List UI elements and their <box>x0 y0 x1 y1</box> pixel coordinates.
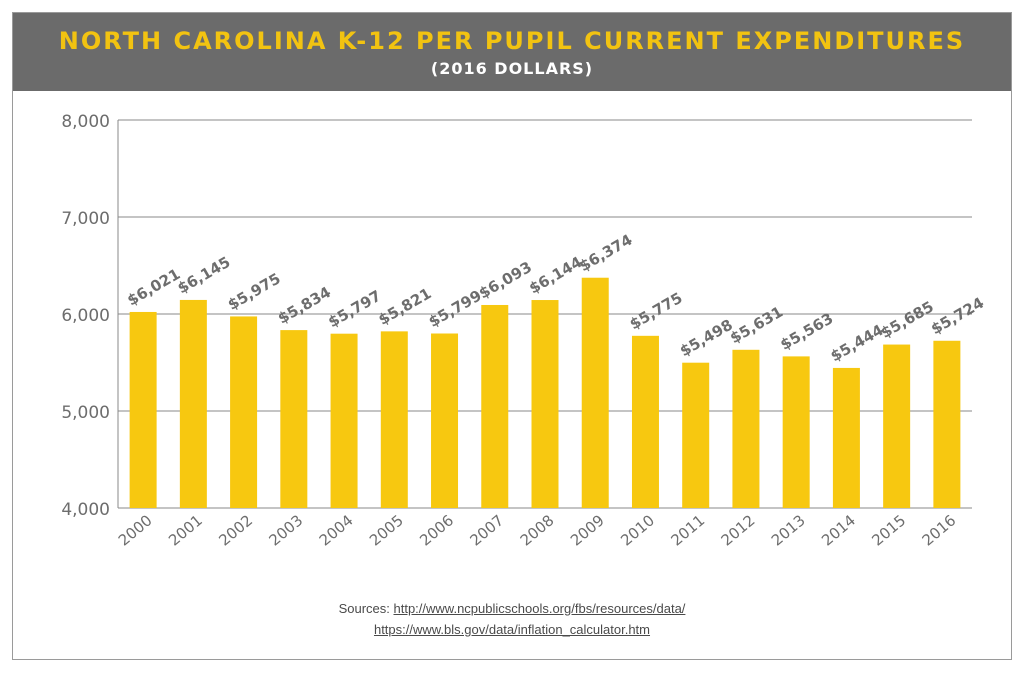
bar <box>280 330 308 508</box>
x-tick-label: 2000 <box>115 511 156 549</box>
bar <box>782 356 810 508</box>
sources-line-2: https://www.bls.gov/data/inflation_calcu… <box>0 622 1024 637</box>
bar <box>732 349 760 508</box>
x-tick-label: 2009 <box>567 511 608 549</box>
y-tick-label: 6,000 <box>61 306 110 326</box>
y-tick-label: 5,000 <box>61 403 110 423</box>
bar <box>631 335 659 508</box>
data-label: $5,821 <box>375 284 434 329</box>
bar <box>832 367 860 508</box>
x-tick-label: 2011 <box>667 511 708 549</box>
sources-prefix: Sources: <box>338 601 394 616</box>
x-tick-label: 2002 <box>215 511 256 549</box>
x-tick-label: 2001 <box>165 511 206 549</box>
data-label: $5,775 <box>626 289 685 334</box>
y-tick-label: 7,000 <box>61 209 110 229</box>
data-label: $6,093 <box>476 258 535 303</box>
bar-chart: 4,000 5,000 6,000 7,000 8,000 $6,021 2000 $6,14… <box>61 112 987 550</box>
data-label: $5,724 <box>928 294 987 339</box>
source-link-bls[interactable]: https://www.bls.gov/data/inflation_calcu… <box>373 622 651 637</box>
bar <box>431 333 459 508</box>
bar <box>230 316 258 508</box>
data-label: $5,834 <box>275 283 334 328</box>
data-label: $5,799 <box>426 286 485 331</box>
data-label: $5,975 <box>225 269 284 314</box>
x-tick-label: 2015 <box>868 511 909 549</box>
chart-header: NORTH CAROLINA K-12 PER PUPIL CURRENT EX… <box>13 13 1011 91</box>
data-label: $5,631 <box>727 303 786 348</box>
data-label: $6,021 <box>124 265 183 310</box>
x-tick-label: 2016 <box>919 511 960 549</box>
x-tick-label: 2008 <box>517 511 558 549</box>
bar <box>179 299 207 508</box>
bar <box>883 344 911 508</box>
chart-title: NORTH CAROLINA K-12 PER PUPIL CURRENT EX… <box>58 27 966 55</box>
data-label: $5,685 <box>878 297 937 342</box>
x-tick-label: 2010 <box>617 511 658 549</box>
sources-line-1: Sources: http://www.ncpublicschools.org/… <box>0 601 1024 616</box>
x-tick-label: 2007 <box>467 511 508 549</box>
x-tick-label: 2004 <box>316 511 357 549</box>
bar <box>682 362 710 508</box>
x-tick-label: 2003 <box>266 511 307 549</box>
bar <box>380 331 408 508</box>
x-tick-label: 2005 <box>366 511 407 549</box>
source-link-ncpublicschools[interactable]: http://www.ncpublicschools.org/fbs/resou… <box>393 601 686 616</box>
data-label: $5,797 <box>325 287 384 332</box>
y-tick-label: 4,000 <box>61 500 110 520</box>
data-label: $6,374 <box>576 231 635 276</box>
data-label: $6,145 <box>174 253 233 298</box>
bar <box>330 333 358 508</box>
x-tick-label: 2014 <box>818 511 859 549</box>
x-tick-label: 2013 <box>768 511 809 549</box>
bar <box>531 300 559 508</box>
data-label: $5,563 <box>777 309 836 354</box>
data-label: $5,498 <box>677 316 736 361</box>
x-tick-label: 2006 <box>416 511 457 549</box>
bar <box>129 311 157 508</box>
bar <box>581 277 609 508</box>
x-tick-label: 2012 <box>718 511 759 549</box>
bar <box>481 304 509 508</box>
bar <box>933 340 961 508</box>
chart-subtitle: (2016 DOLLARS) <box>430 59 594 78</box>
y-tick-label: 8,000 <box>61 112 110 132</box>
